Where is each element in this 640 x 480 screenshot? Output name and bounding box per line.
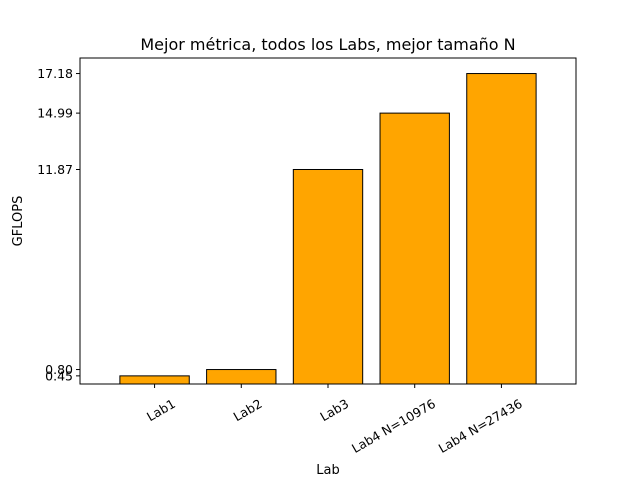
y-tick-label-4: 17.18	[37, 66, 73, 81]
chart-title: Mejor métrica, todos los Labs, mejor tam…	[140, 35, 515, 54]
bar-2	[292, 168, 364, 385]
x-tick-label-2: Lab3	[317, 396, 351, 424]
bars-group	[119, 73, 537, 385]
y-tick-label-3: 14.99	[37, 106, 73, 121]
bar-4	[466, 73, 537, 385]
y-axis-label: GFLOPS	[11, 196, 26, 247]
bar-3	[379, 112, 450, 385]
x-tick-label-3: Lab4 N=10976	[349, 396, 438, 456]
x-axis-label: Lab	[316, 463, 339, 478]
y-tick-label-1: 0.80	[45, 362, 73, 377]
bar-1	[206, 369, 277, 385]
bar-0	[119, 375, 190, 385]
y-ticks: 0.450.80 11.87 14.99 17.18	[37, 66, 80, 383]
y-tick-label-0: 0.45	[45, 368, 73, 383]
y-tick-label-2: 11.87	[37, 162, 73, 177]
x-tick-label-4: Lab4 N=27436	[436, 396, 525, 456]
x-tick-label-1: Lab2	[231, 396, 265, 424]
x-tick-label-0: Lab1	[144, 396, 178, 424]
